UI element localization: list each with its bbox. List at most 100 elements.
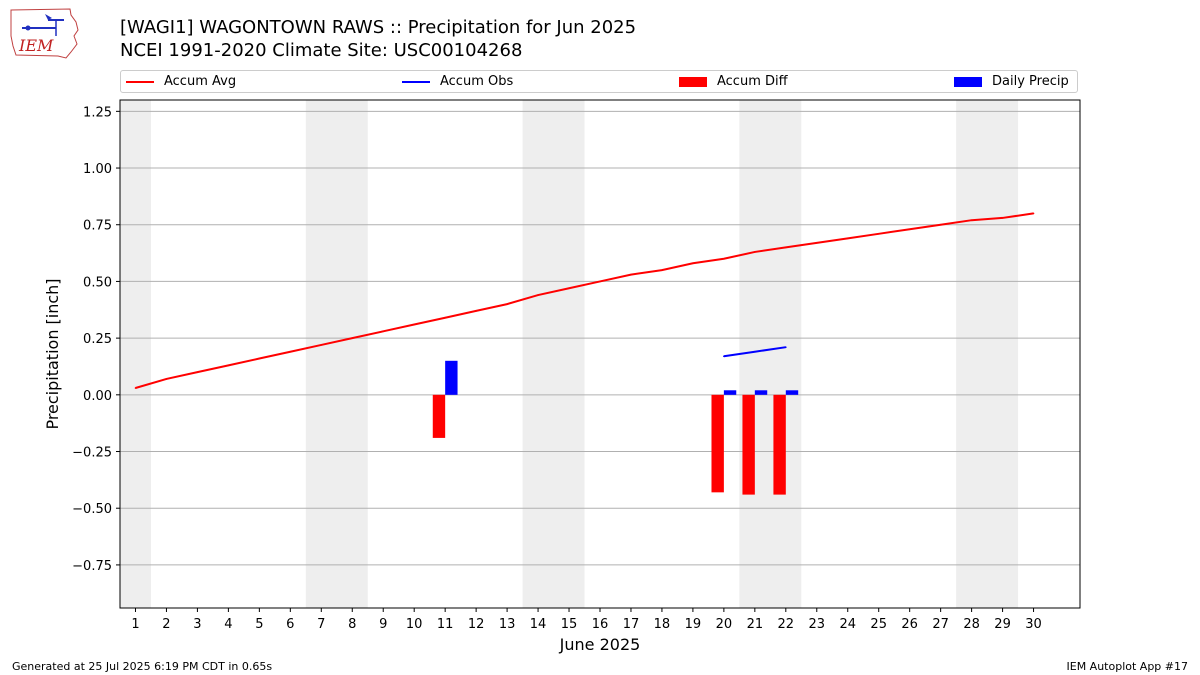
- axes: −0.75 −0.50 −0.25 0.00 0.25 0.50 0.75 1.00 1.25 1…: [72, 105, 1042, 632]
- accum-avg-point: [630, 273, 632, 276]
- plot-frame: [119, 99, 1081, 609]
- y-tick-label: −0.25: [72, 446, 112, 461]
- x-tick-label: 6: [286, 617, 294, 632]
- x-tick-label: 18: [654, 617, 671, 632]
- y-tick-label: 0.75: [83, 219, 112, 234]
- legend-label-accum-diff: Accum Diff: [717, 74, 788, 89]
- daily-precip-bar: [785, 390, 799, 395]
- y-tick-label: 0.25: [83, 332, 112, 347]
- x-tick-label: 10: [406, 617, 423, 632]
- accum-obs-point: [785, 346, 787, 348]
- accum-avg-point: [444, 316, 446, 319]
- accum-avg-point: [754, 251, 756, 253]
- x-tick-label: 23: [809, 617, 826, 632]
- iem-logo: IEM: [10, 8, 79, 59]
- weekend-band: [120, 100, 151, 608]
- x-tick-label: 16: [592, 617, 609, 632]
- daily-precip-bar: [723, 390, 737, 395]
- accum-avg-point: [413, 323, 415, 326]
- footer-app: IEM Autoplot App #17: [1066, 660, 1189, 673]
- daily-precip-bar: [445, 360, 458, 395]
- weekend-band: [739, 100, 802, 608]
- footer-generated: Generated at 25 Jul 2025 6:19 PM CDT in …: [12, 660, 273, 673]
- accum-avg-point: [908, 228, 911, 231]
- series-lines: [134, 212, 1035, 389]
- weekend-band: [522, 100, 585, 608]
- x-tick-label: 24: [839, 617, 856, 632]
- accum-avg-point: [320, 344, 323, 346]
- accum-avg-point: [289, 350, 292, 353]
- bars: [432, 360, 799, 495]
- y-tick-label: −0.50: [72, 502, 112, 517]
- x-tick-label: 8: [348, 617, 356, 632]
- x-tick-label: 11: [437, 617, 454, 632]
- accum-avg-point: [196, 371, 199, 373]
- weekend-band: [305, 100, 368, 608]
- x-tick-label: 30: [1025, 617, 1042, 632]
- accum-avg-point: [258, 357, 261, 360]
- legend-label-accum-obs: Accum Obs: [440, 74, 514, 89]
- accum-avg-point: [815, 242, 818, 244]
- accum-diff-bar: [711, 394, 724, 493]
- legend-swatch-daily-precip: [954, 77, 982, 87]
- accum-avg-point: [1001, 217, 1004, 219]
- chart-subtitle: NCEI 1991-2020 Climate Site: USC00104268: [120, 40, 523, 61]
- accum-avg-point: [227, 364, 230, 367]
- x-tick-label: 7: [317, 617, 325, 632]
- x-tick-label: 9: [379, 617, 387, 632]
- x-tick-label: 27: [932, 617, 949, 632]
- accum-avg-point: [723, 257, 725, 260]
- x-tick-label: 14: [530, 617, 547, 632]
- x-tick-label: 1: [131, 617, 139, 632]
- accum-diff-bar: [773, 394, 786, 495]
- accum-obs-line: [723, 346, 786, 358]
- accum-diff-bar: [742, 394, 755, 495]
- gridlines: [120, 110, 1080, 566]
- accum-avg-point: [351, 337, 354, 339]
- legend-label-daily-precip: Daily Precip: [992, 74, 1069, 89]
- accum-obs-point: [754, 350, 756, 353]
- x-tick-label: 13: [499, 617, 516, 632]
- x-tick-label: 5: [255, 617, 263, 632]
- y-axis-label: Precipitation [inch]: [43, 278, 62, 429]
- accum-obs-point: [723, 355, 725, 358]
- x-tick-label: 19: [685, 617, 702, 632]
- logo-text: IEM: [18, 36, 54, 55]
- iowa-outline: [10, 8, 79, 59]
- accum-avg-point: [661, 269, 663, 271]
- accum-avg-point: [165, 378, 168, 380]
- accum-avg-point: [939, 223, 942, 226]
- legend-swatch-accum-diff: [679, 77, 707, 87]
- accum-avg-point: [475, 310, 477, 312]
- x-tick-label: 2: [162, 617, 170, 632]
- x-tick-label: 29: [994, 617, 1011, 632]
- x-tick-label: 3: [193, 617, 201, 632]
- x-tick-label: 4: [224, 617, 232, 632]
- x-tick-label: 15: [561, 617, 578, 632]
- accum-avg-point: [970, 219, 973, 221]
- y-tick-label: 0.00: [83, 389, 112, 404]
- accum-avg-point: [877, 233, 880, 235]
- x-tick-label: 25: [870, 617, 887, 632]
- accum-diff-bar: [432, 394, 446, 438]
- accum-avg-point: [537, 294, 539, 296]
- x-tick-label: 17: [623, 617, 640, 632]
- accum-avg-line: [135, 212, 1034, 389]
- y-tick-label: 0.50: [83, 275, 112, 290]
- accum-avg-point: [568, 287, 570, 290]
- legend-swatch-accum-obs: [402, 81, 430, 83]
- x-axis-label: June 2025: [559, 635, 641, 654]
- x-tick-label: 20: [716, 617, 733, 632]
- x-tick-label: 12: [468, 617, 485, 632]
- chart-legend: Accum Avg Accum Obs Accum Diff Daily Pre…: [120, 70, 1078, 93]
- accum-avg-point: [785, 246, 787, 249]
- daily-precip-bar: [754, 390, 768, 395]
- legend-swatch-accum-avg: [126, 81, 154, 83]
- accum-avg-point: [846, 237, 849, 240]
- accum-avg-point: [134, 387, 137, 389]
- accum-avg-point: [382, 330, 385, 333]
- x-tick-label: 28: [963, 617, 980, 632]
- x-tick-label: 22: [778, 617, 795, 632]
- x-tick-label: 21: [747, 617, 764, 632]
